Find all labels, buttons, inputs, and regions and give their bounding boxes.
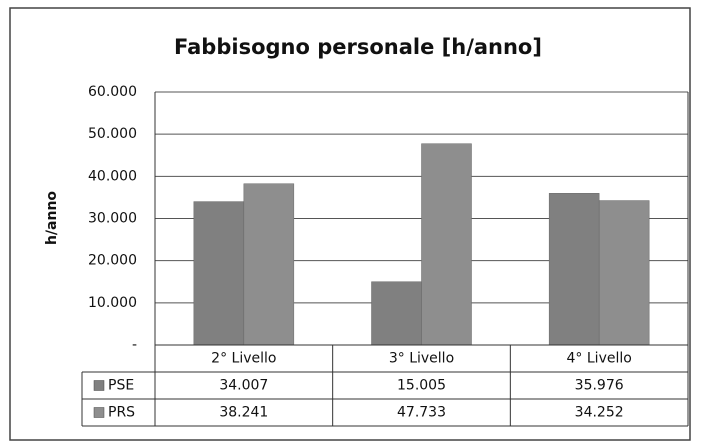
y-tick-label: 40.000 bbox=[88, 168, 137, 184]
y-tick-label: - bbox=[132, 337, 137, 353]
y-tick-label: 50.000 bbox=[88, 126, 137, 142]
bar bbox=[193, 201, 245, 346]
table-value: 38.241 bbox=[219, 405, 268, 421]
table-value: 47.733 bbox=[397, 405, 446, 421]
y-axis-label: h/anno bbox=[44, 191, 60, 245]
y-tick-label: 20.000 bbox=[88, 253, 137, 269]
legend-key bbox=[93, 407, 105, 418]
bar bbox=[243, 183, 295, 346]
legend-label: PRS bbox=[108, 405, 135, 421]
x-tick-label: 3° Livello bbox=[389, 351, 454, 367]
legend-key bbox=[93, 380, 105, 391]
y-tick-label: 10.000 bbox=[88, 295, 137, 311]
table-value: 15.005 bbox=[397, 378, 446, 394]
bar bbox=[371, 281, 422, 346]
bar bbox=[421, 143, 472, 346]
y-tick-label: 30.000 bbox=[88, 211, 137, 227]
legend-label: PSE bbox=[108, 378, 134, 394]
x-tick-label: 2° Livello bbox=[211, 351, 276, 367]
bar bbox=[598, 200, 650, 346]
chart-title: Fabbisogno personale [h/anno] bbox=[174, 35, 542, 59]
table-value: 35.976 bbox=[575, 378, 624, 394]
table-value: 34.252 bbox=[575, 405, 624, 421]
x-tick-label: 4° Livello bbox=[567, 351, 632, 367]
y-tick-label: 60.000 bbox=[88, 84, 137, 100]
bar bbox=[548, 193, 600, 346]
table-value: 34.007 bbox=[219, 378, 268, 394]
